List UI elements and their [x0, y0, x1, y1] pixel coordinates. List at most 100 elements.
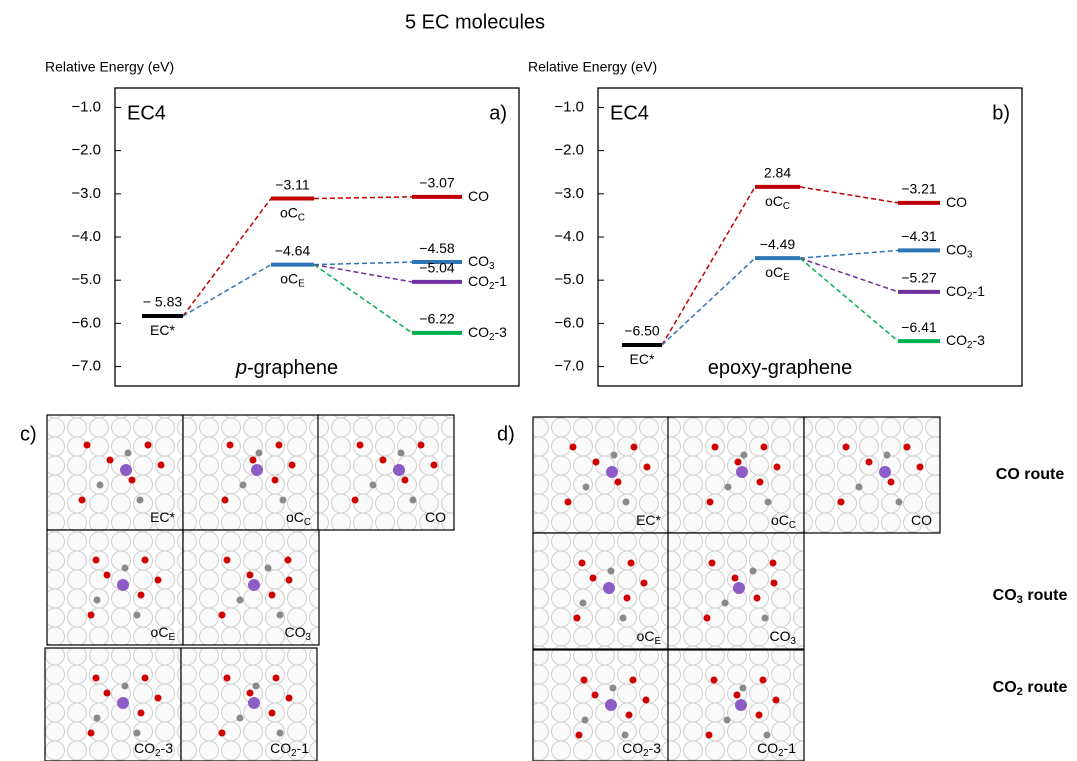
state-label: oCE: [765, 264, 790, 283]
y-tick-label: −7.0: [554, 358, 584, 375]
value-label: − 5.83: [143, 294, 183, 310]
atom: [223, 674, 231, 682]
text-part: CO: [270, 740, 291, 756]
value-label: −5.27: [901, 270, 937, 286]
atom: [276, 729, 284, 737]
atom: [268, 709, 276, 717]
atom: [117, 579, 129, 591]
atom: [137, 591, 145, 599]
atom: [724, 483, 732, 491]
atom: [731, 574, 739, 582]
structure-image: [532, 416, 670, 534]
atom: [579, 599, 587, 607]
atom: [895, 498, 903, 506]
text-part: E: [654, 636, 661, 647]
text-part: CO: [425, 509, 446, 525]
connector: [313, 196, 413, 200]
text-part: CO: [946, 283, 967, 299]
atom: [103, 571, 111, 579]
y-tick-label: −5.0: [554, 271, 584, 288]
y-tick-label: −3.0: [554, 185, 584, 202]
atom: [96, 481, 104, 489]
text-part: CO: [134, 740, 155, 756]
atom: [703, 614, 711, 622]
structure-image: [182, 414, 320, 531]
connector: [661, 186, 756, 346]
y-tick-label: −1.0: [554, 98, 584, 115]
text-part: -3: [494, 324, 507, 340]
atom: [735, 699, 747, 711]
atom: [837, 498, 845, 506]
y-tick-label: −5.0: [71, 271, 101, 288]
text-part: oC: [280, 204, 298, 220]
atom: [708, 559, 716, 567]
atom: [236, 596, 244, 604]
text-part: CO: [622, 740, 643, 756]
connector: [799, 249, 899, 259]
text-part: -1: [494, 273, 507, 289]
structure-label: oCC: [771, 512, 796, 531]
atom: [141, 674, 149, 682]
state-label: CO: [946, 194, 967, 210]
atom: [739, 684, 747, 692]
text-part: 2: [1017, 686, 1023, 698]
atom: [589, 574, 597, 582]
atom: [239, 481, 247, 489]
connector: [799, 257, 899, 342]
value-label: −4.49: [760, 236, 796, 252]
atom: [93, 714, 101, 722]
atom: [710, 676, 718, 684]
structure-image: [667, 416, 805, 534]
connector: [182, 198, 272, 317]
text-part: 3: [1017, 594, 1023, 606]
atom: [772, 696, 780, 704]
text-part: 2: [643, 748, 648, 759]
state-label: EC*: [150, 322, 175, 338]
atom: [393, 464, 405, 476]
atom: [249, 456, 257, 464]
atom: [246, 689, 254, 697]
text-part: CO: [770, 628, 791, 644]
atom: [255, 449, 263, 457]
panel-label: a): [489, 102, 507, 124]
atom: [288, 461, 296, 469]
state-label: CO3: [946, 241, 973, 260]
atom: [271, 476, 279, 484]
y-tick-label: −2.0: [554, 142, 584, 159]
text-part: oC: [151, 624, 169, 640]
y-tick-label: −1.0: [71, 98, 101, 115]
value-label: −3.11: [275, 176, 310, 192]
state-label: CO3: [468, 253, 495, 272]
atom: [770, 579, 778, 587]
atom: [369, 481, 377, 489]
atom: [627, 559, 635, 567]
atom: [629, 676, 637, 684]
atom: [157, 461, 165, 469]
value-label: −6.22: [419, 311, 455, 327]
value-label: 2.84: [764, 165, 791, 181]
state-label: EC*: [630, 351, 655, 367]
atom: [581, 716, 589, 724]
structure-label: oCC: [286, 509, 311, 528]
text-part: 3: [306, 632, 312, 643]
text-part: 2: [967, 340, 972, 351]
atom: [740, 451, 748, 459]
text-part: -3: [649, 740, 662, 756]
atom: [773, 463, 781, 471]
atom: [223, 556, 231, 564]
atom: [92, 674, 100, 682]
y-axis-label: Relative Energy (eV): [528, 59, 657, 75]
atom: [154, 576, 162, 584]
panel-label: d): [497, 423, 515, 445]
text-part: 3: [967, 249, 973, 260]
state-label: oCC: [280, 204, 305, 223]
atom: [83, 441, 91, 449]
atom: [733, 582, 745, 594]
text-part: 3: [791, 636, 797, 647]
state-label: CO2-3: [468, 324, 507, 343]
panel-title: EC4: [610, 102, 649, 124]
text-part: -3: [972, 332, 985, 348]
route-label: CO2 route: [993, 679, 1068, 698]
atom: [575, 731, 583, 739]
atom: [144, 441, 152, 449]
